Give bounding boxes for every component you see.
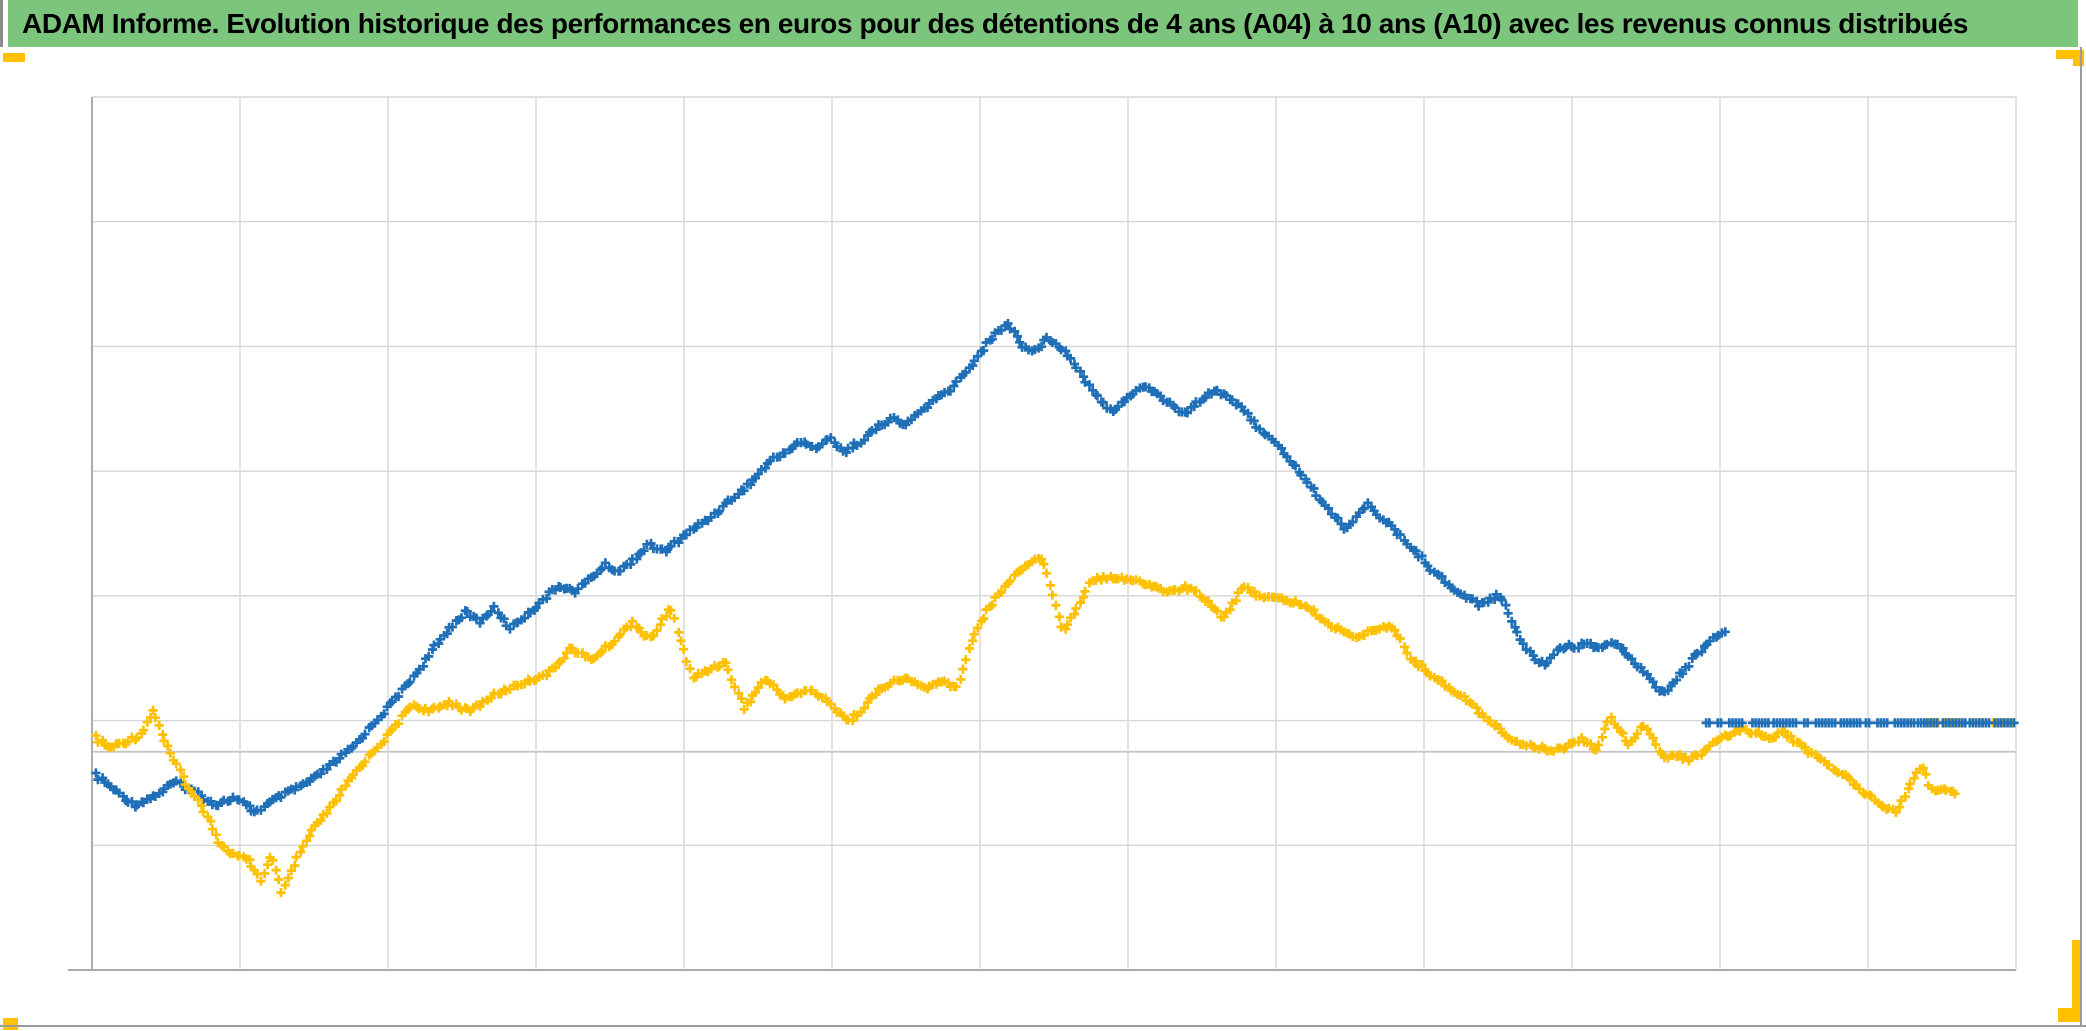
window-edge-left xyxy=(0,0,3,47)
selection-border-corner-top-right-h xyxy=(2056,50,2084,59)
selection-border-corner-top-right-v xyxy=(2073,50,2084,66)
chart-gridlines xyxy=(68,96,2017,971)
selection-border-corner-bottom-right-v xyxy=(2072,940,2082,1015)
chart-series xyxy=(91,318,2019,898)
chart-title: ADAM Informe. Evolution historique des p… xyxy=(22,7,1969,39)
chart-title-bar[interactable]: ADAM Informe. Evolution historique des p… xyxy=(8,0,2078,47)
series-blue-flat-row xyxy=(1701,718,2019,728)
series-gold-curve xyxy=(91,554,1960,898)
window-edge-right xyxy=(2080,47,2082,1025)
window-edge-bottom xyxy=(0,1025,2086,1027)
performance-chart[interactable] xyxy=(0,47,2086,1031)
selection-border-corner-bottom-left xyxy=(3,1018,18,1030)
selection-border-corner-top-left xyxy=(3,53,25,62)
selection-border-corner-bottom-right-h xyxy=(2058,1008,2082,1022)
series-blue-curve xyxy=(91,318,1730,817)
